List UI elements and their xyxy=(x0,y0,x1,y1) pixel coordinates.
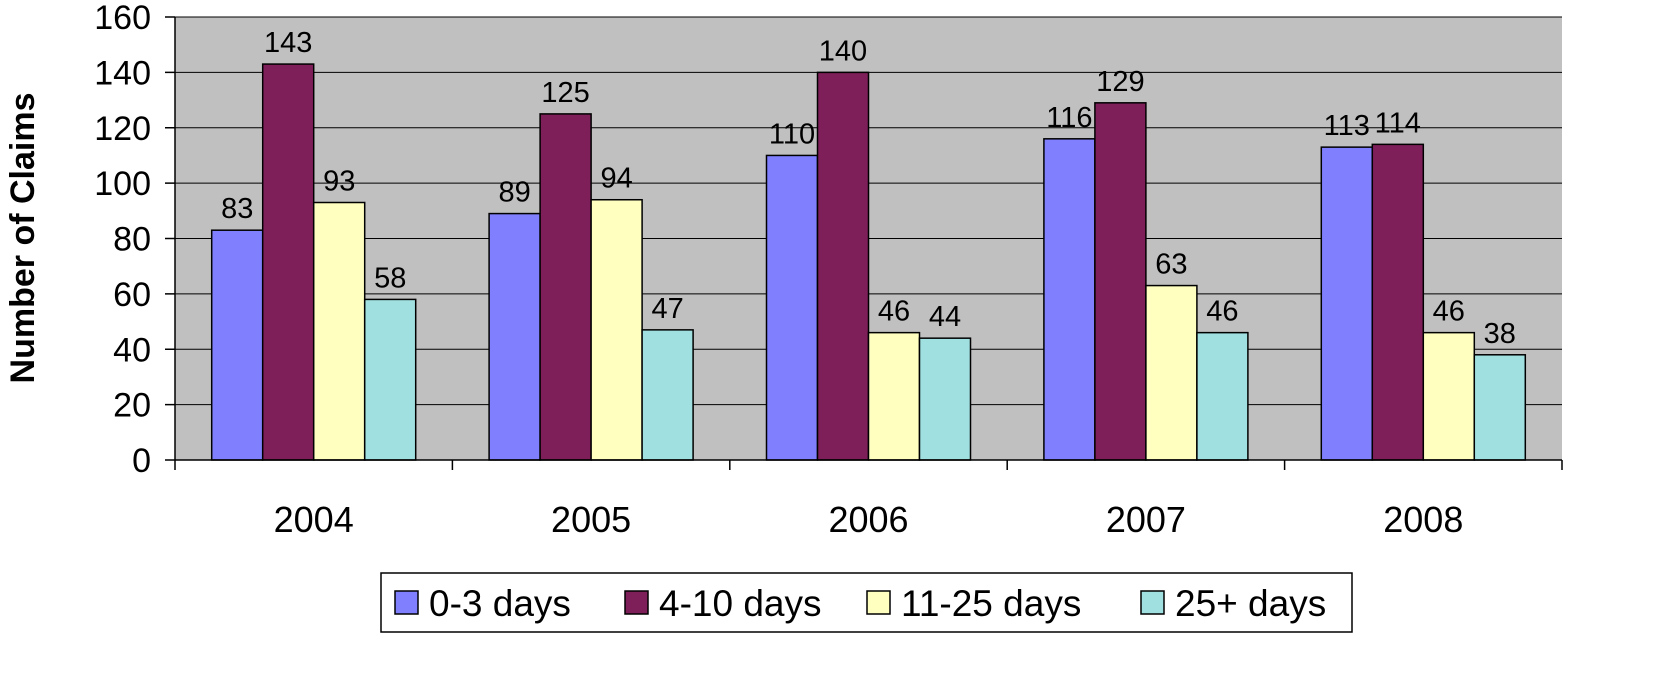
bar xyxy=(1473,354,1527,461)
y-axis-title: Number of Claims xyxy=(4,93,42,384)
bar xyxy=(918,337,972,461)
data-label: 114 xyxy=(1375,107,1421,139)
legend-swatch xyxy=(866,590,891,615)
data-label: 46 xyxy=(1433,296,1465,328)
x-tick-label: 2008 xyxy=(1383,499,1463,540)
y-tick-label: 100 xyxy=(94,165,151,203)
y-tick-label: 60 xyxy=(113,276,151,314)
y-tick-label: 140 xyxy=(94,54,151,92)
bar xyxy=(1422,331,1476,461)
legend-swatch xyxy=(394,590,419,615)
data-label: 46 xyxy=(1206,296,1238,328)
data-label: 113 xyxy=(1324,110,1370,142)
legend-label: 25+ days xyxy=(1175,583,1326,624)
y-tick-label: 0 xyxy=(132,442,151,480)
bar xyxy=(590,198,643,461)
x-tick-label: 2004 xyxy=(274,499,354,540)
data-label: 143 xyxy=(264,27,312,59)
data-label: 58 xyxy=(374,262,406,294)
bar xyxy=(1371,143,1425,461)
bar xyxy=(765,154,819,461)
y-tick-label: 40 xyxy=(113,331,151,369)
legend-label: 11-25 days xyxy=(901,583,1081,624)
bar xyxy=(539,113,592,461)
axes: 0 20 40 60 80 100 120 140 160 2004 2005 2006 2007 200… xyxy=(94,0,1563,540)
bar xyxy=(488,212,541,461)
y-tick-label: 80 xyxy=(113,221,151,259)
bar xyxy=(1145,284,1198,461)
y-tick-label: 20 xyxy=(113,387,151,425)
data-label: 63 xyxy=(1155,249,1187,281)
data-label: 46 xyxy=(878,296,910,328)
y-tick-label: 160 xyxy=(94,0,151,37)
bar xyxy=(363,298,417,461)
x-tick-label: 2007 xyxy=(1106,499,1186,540)
legend-swatch xyxy=(624,590,649,615)
data-label: 129 xyxy=(1096,66,1144,98)
data-label: 44 xyxy=(929,301,961,333)
bar xyxy=(210,229,264,461)
data-label: 125 xyxy=(541,77,589,109)
legend: 0-3 days 4-10 days 11-25 days 25+ days xyxy=(380,572,1353,633)
data-label: 47 xyxy=(651,293,683,325)
data-label: 110 xyxy=(769,118,815,150)
bars xyxy=(210,63,1527,461)
legend-swatch xyxy=(1140,590,1165,615)
bar xyxy=(1043,138,1096,461)
legend-label: 0-3 days xyxy=(429,583,571,624)
data-label: 140 xyxy=(819,35,867,67)
bar xyxy=(1196,331,1249,461)
bar xyxy=(312,201,366,461)
bar xyxy=(816,71,870,461)
x-tick-label: 2006 xyxy=(828,499,908,540)
data-label: 93 xyxy=(323,166,355,198)
data-label: 116 xyxy=(1046,102,1092,134)
data-label: 89 xyxy=(498,177,530,209)
x-tick-label: 2005 xyxy=(551,499,631,540)
y-tick-label: 120 xyxy=(94,110,151,148)
data-label: 38 xyxy=(1484,318,1516,350)
data-label: 94 xyxy=(600,163,632,195)
data-label: 83 xyxy=(221,193,253,225)
bar xyxy=(641,329,694,461)
bar xyxy=(867,331,921,461)
legend-label: 4-10 days xyxy=(659,583,822,624)
bar xyxy=(261,63,315,461)
bar xyxy=(1094,102,1147,461)
bar xyxy=(1320,146,1374,461)
